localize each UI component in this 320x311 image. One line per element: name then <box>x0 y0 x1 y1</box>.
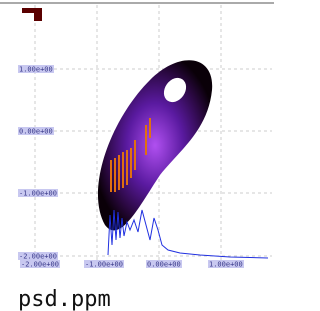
y-label: -1.00e+00 <box>19 190 57 198</box>
viewer: {"plot": {"y_labels": ["1.00e+00", "0.00… <box>0 0 274 311</box>
x-labels: -2.00e+00 -1.00e+00 0.00e+00 1.00e+00 <box>20 260 244 269</box>
x-label: -1.00e+00 <box>85 261 123 269</box>
density-blob <box>98 60 212 230</box>
x-label: -2.00e+00 <box>21 261 59 269</box>
icon <box>22 8 42 13</box>
y-label: 0.00e+00 <box>19 128 53 136</box>
spectrum-line <box>108 210 268 258</box>
y-label: -2.00e+00 <box>19 253 57 261</box>
image: 1.00e+00 0.00e+00 -1.00e+00 -2.00e+00 -2… <box>18 5 272 269</box>
y-label: 1.00e+00 <box>19 66 53 74</box>
icon <box>34 13 42 21</box>
screen: 1.00e+00 0.00e+00 -1.00e+00 -2.00e+00 -2… <box>0 0 274 311</box>
caption: psd.ppm <box>18 287 111 311</box>
y-labels: 1.00e+00 0.00e+00 -1.00e+00 -2.00e+00 <box>18 65 58 261</box>
x-label: 1.00e+00 <box>209 261 243 269</box>
x-label: 0.00e+00 <box>147 261 181 269</box>
